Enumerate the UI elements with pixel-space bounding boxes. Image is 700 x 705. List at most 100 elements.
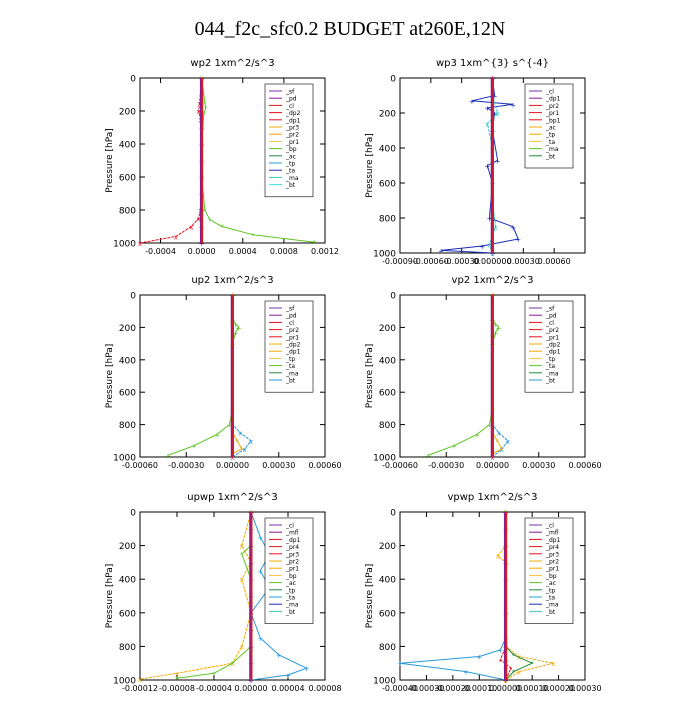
y-tick-label: 400 <box>379 145 396 155</box>
data-point: + <box>503 677 509 685</box>
data-point: x <box>497 430 501 438</box>
y-tick-label: 400 <box>119 576 136 586</box>
legend: _sf_pd_cl_pr2_pr1_dp2_dp1_tp_ta_ma_bt <box>524 300 574 393</box>
legend-label: _bp <box>285 573 297 580</box>
legend-label: _ac <box>285 153 296 160</box>
data-point: x <box>506 438 510 446</box>
data-point: + <box>451 443 457 451</box>
x-tick-label: -0.00030 <box>168 461 204 470</box>
y-tick-label: 0 <box>130 75 136 85</box>
data-point: x <box>243 446 247 454</box>
data-point: x <box>230 660 234 668</box>
x-tick-label: 0.000000 <box>473 257 511 266</box>
data-point: * <box>204 105 208 113</box>
data-point: + <box>493 329 499 337</box>
data-point: + <box>257 635 263 643</box>
legend-label: _dp1 <box>545 349 561 356</box>
x-tick-label: -0.00020 <box>435 684 471 693</box>
data-point: • <box>498 657 502 665</box>
x-tick-label: 0.0012 <box>311 247 339 256</box>
legend-label: _pd <box>285 96 297 103</box>
x-tick-label: -0.00060 <box>122 461 158 470</box>
data-point: + <box>474 431 480 439</box>
data-point: + <box>492 110 498 118</box>
legend-label: _ac <box>545 125 556 132</box>
y-tick-label: 1000 <box>373 454 396 464</box>
legend-label: _dp1 <box>545 96 561 103</box>
x-tick-label: 0.00060 <box>308 461 341 470</box>
data-point: + <box>214 431 220 439</box>
legend-label: _pr4 <box>545 544 559 551</box>
data-point: + <box>199 240 205 248</box>
y-tick-label: 200 <box>119 108 136 118</box>
data-point: + <box>510 224 516 232</box>
y-tick-label: 1000 <box>113 240 136 250</box>
data-point: x <box>485 121 489 129</box>
data-point: x <box>175 670 179 678</box>
data-point: x <box>174 233 178 241</box>
legend-label: _bt <box>545 609 556 616</box>
legend-label: _mfl <box>545 530 559 537</box>
data-point: • <box>504 677 508 685</box>
x-tick-label: -0.00030 <box>444 257 480 266</box>
data-point: x <box>490 454 494 462</box>
data-point: x <box>230 454 234 462</box>
legend-box <box>524 517 574 624</box>
data-point: * <box>203 207 207 215</box>
y-tick-label: 800 <box>119 643 136 653</box>
data-point: * <box>202 111 206 119</box>
legend-label: _pr2 <box>285 132 299 139</box>
legend-box <box>264 517 314 624</box>
legend-label: _sf <box>285 306 295 313</box>
legend-label: _tp <box>285 587 295 594</box>
data-point: * <box>491 250 495 258</box>
data-point: + <box>233 329 239 337</box>
data-point: + <box>515 236 521 244</box>
legend-label: _pr1 <box>285 566 299 573</box>
legend-label: _cl <box>545 320 554 327</box>
legend-label: _mfl <box>285 530 299 537</box>
y-tick-label: 800 <box>119 207 136 217</box>
y-tick-label: 600 <box>119 174 136 184</box>
legend-label: _tp <box>545 356 555 363</box>
data-point: x <box>249 438 253 446</box>
data-point: + <box>236 324 242 332</box>
legend-label: _bp <box>285 146 297 153</box>
data-point: + <box>191 443 197 451</box>
legend-label: _ma <box>545 602 559 609</box>
data-point: x <box>490 250 494 258</box>
legend-label: _pr2 <box>545 103 559 110</box>
data-point: + <box>165 452 171 460</box>
data-point: + <box>479 243 485 251</box>
data-point: + <box>438 247 444 255</box>
chart-title: up2 1xm^2/s^3 <box>191 275 273 286</box>
data-point: * <box>175 675 179 683</box>
data-point: + <box>425 452 431 460</box>
y-tick-label: 0 <box>390 75 396 85</box>
legend-label: _ma <box>285 370 299 377</box>
data-point: * <box>212 670 216 678</box>
legend-label: _tp <box>285 161 295 168</box>
chart-panel-1: wp2 1xm^2/s^3 Pressure [hPa] 0 200 400 600 800… <box>105 58 339 256</box>
y-axis-label: Pressure [hPa] <box>105 344 115 409</box>
y-axis-label: Pressure [hPa] <box>365 344 375 409</box>
legend-label: _dp2 <box>545 342 561 349</box>
legend-label: _dp2 <box>285 110 301 117</box>
series-line-pr2 <box>497 512 554 681</box>
data-point: + <box>486 215 492 223</box>
data-point: + <box>493 321 499 329</box>
x-tick-label: -0.00030 <box>428 461 464 470</box>
legend-label: _cl <box>545 523 554 530</box>
x-tick-label: 0.00000 <box>489 684 522 693</box>
data-point: + <box>257 534 263 542</box>
y-tick-label: 400 <box>119 356 136 366</box>
legend-label: _pd <box>285 313 297 320</box>
data-point: + <box>233 321 239 329</box>
y-tick-label: 200 <box>379 542 396 552</box>
data-point: + <box>257 568 263 576</box>
x-tick-label: 0.00010 <box>516 684 549 693</box>
legend-label: _bt <box>285 182 296 189</box>
data-point: + <box>484 163 490 171</box>
data-point: * <box>504 677 508 685</box>
